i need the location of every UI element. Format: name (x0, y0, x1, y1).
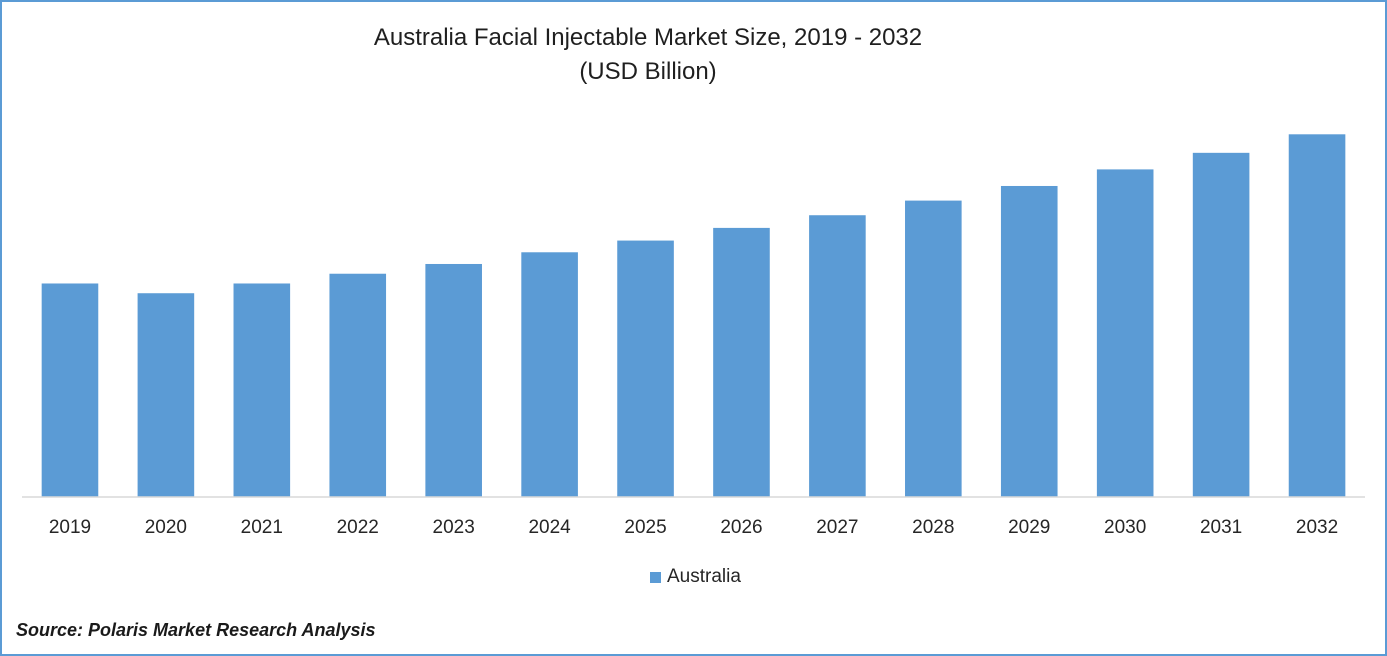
bar-2032 (1288, 134, 1346, 498)
bar-2029 (1000, 185, 1058, 498)
bar-2027 (809, 215, 866, 498)
legend-swatch (650, 571, 661, 583)
x-tick-label: 2031 (1200, 517, 1242, 538)
x-tick-label: 2032 (1296, 517, 1338, 538)
bar-2026 (713, 227, 770, 497)
x-tick-label: 2030 (1104, 517, 1146, 538)
bar-2022 (329, 273, 387, 498)
x-tick-label: 2019 (49, 517, 91, 538)
chart-title: Australia Facial Injectable Market Size,… (373, 24, 923, 51)
x-tick-label: 2028 (912, 517, 954, 538)
legend-label: Australia (667, 566, 741, 587)
bar-2019 (41, 283, 99, 498)
x-tick-label: 2022 (337, 517, 379, 538)
x-tick-label: 2020 (145, 517, 187, 538)
x-tick-label: 2027 (816, 517, 858, 538)
bar-2020 (137, 293, 195, 498)
bar-2025 (617, 240, 674, 497)
bar-2030 (1096, 169, 1154, 497)
x-tick-label: 2024 (528, 517, 571, 538)
x-tick-label: 2029 (1008, 517, 1050, 538)
chart-subtitle: (USD Billion) (579, 58, 717, 85)
legend: Australia (650, 566, 741, 588)
x-tick-label: 2021 (241, 517, 283, 538)
x-tick-label: 2026 (720, 517, 762, 538)
bar-2023 (425, 263, 482, 497)
bar-2024 (521, 252, 578, 497)
bar-2021 (233, 283, 291, 498)
x-tick-label: 2023 (433, 517, 475, 538)
bar-2028 (905, 200, 962, 497)
x-tick-label: 2025 (624, 517, 666, 538)
bar-2031 (1192, 152, 1250, 497)
source-note: Source: Polaris Market Research Analysis (16, 620, 376, 640)
